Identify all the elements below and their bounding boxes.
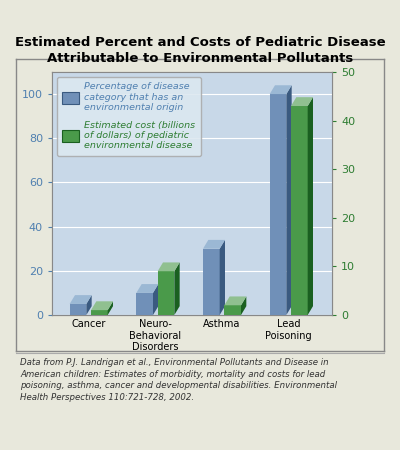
Polygon shape <box>270 85 292 94</box>
Bar <box>224 305 241 315</box>
Polygon shape <box>224 297 246 305</box>
Polygon shape <box>86 295 92 315</box>
Polygon shape <box>158 262 180 271</box>
Polygon shape <box>308 97 313 315</box>
Text: Estimated Percent and Costs of Pediatric Disease
Attributable to Environmental P: Estimated Percent and Costs of Pediatric… <box>15 36 385 65</box>
Bar <box>136 293 153 315</box>
Bar <box>270 94 286 315</box>
Legend: Percentage of disease
category that has an
environmental origin, Estimated cost : Percentage of disease category that has … <box>57 76 201 156</box>
Polygon shape <box>70 295 92 304</box>
Bar <box>203 249 220 315</box>
Text: Data from P.J. Landrigan et al., Environmental Pollutants and Disease in
America: Data from P.J. Landrigan et al., Environ… <box>20 358 337 402</box>
Polygon shape <box>291 97 313 106</box>
Bar <box>291 106 308 315</box>
Polygon shape <box>286 85 292 315</box>
Polygon shape <box>108 302 113 315</box>
Polygon shape <box>203 240 225 249</box>
Polygon shape <box>153 284 158 315</box>
Bar <box>91 310 108 315</box>
Bar <box>70 304 86 315</box>
Bar <box>158 271 174 315</box>
Polygon shape <box>220 240 225 315</box>
Polygon shape <box>241 297 246 315</box>
Polygon shape <box>174 262 180 315</box>
Polygon shape <box>136 284 158 293</box>
Polygon shape <box>91 302 113 310</box>
